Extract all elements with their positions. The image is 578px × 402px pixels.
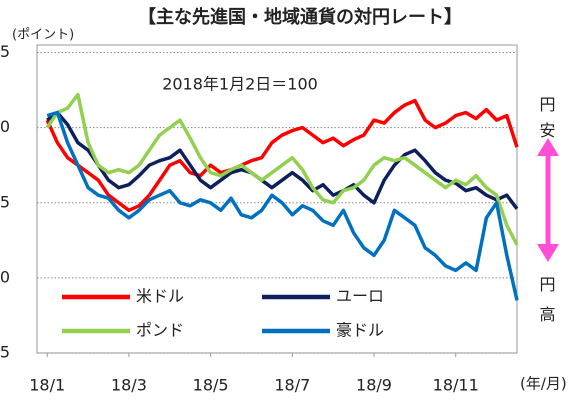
side-label-top: 円安: [537, 96, 556, 148]
y-tick-label: 90: [0, 267, 10, 286]
series-line: [46, 110, 519, 301]
x-tick-label: 18/5: [193, 376, 229, 395]
x-axis-label: (年/月): [520, 375, 567, 393]
annotation: 2018年1月2日＝100: [162, 75, 318, 94]
y-tick-label: 85: [0, 343, 10, 362]
arrow-head: [537, 244, 559, 262]
series-line: [46, 110, 519, 210]
x-tick-label: 18/1: [29, 376, 65, 395]
y-tick-label: 100: [0, 117, 10, 136]
chart-title: 【主な先進国・地域通貨の対円レート】: [138, 6, 462, 28]
series-line: [45, 98, 519, 213]
x-tick-label: 18/11: [433, 376, 479, 395]
y-tick-label: 95: [0, 192, 10, 211]
legend-label: 豪ドル: [336, 321, 384, 340]
plot-area: [36, 44, 518, 354]
y-axis-label: (ポイント): [12, 28, 74, 43]
legend-label: 米ドル: [136, 287, 184, 306]
legend-label: ポンド: [136, 321, 184, 340]
x-tick-label: 18/9: [356, 376, 392, 395]
legend-label: ユーロ: [336, 287, 384, 306]
series-line: [45, 92, 519, 246]
y-tick-label: 105: [0, 42, 10, 61]
side-label-bottom: 円高: [537, 276, 556, 336]
arrow-head: [537, 138, 559, 156]
x-tick-label: 18/7: [274, 376, 310, 395]
x-tick-label: 18/3: [111, 376, 147, 395]
